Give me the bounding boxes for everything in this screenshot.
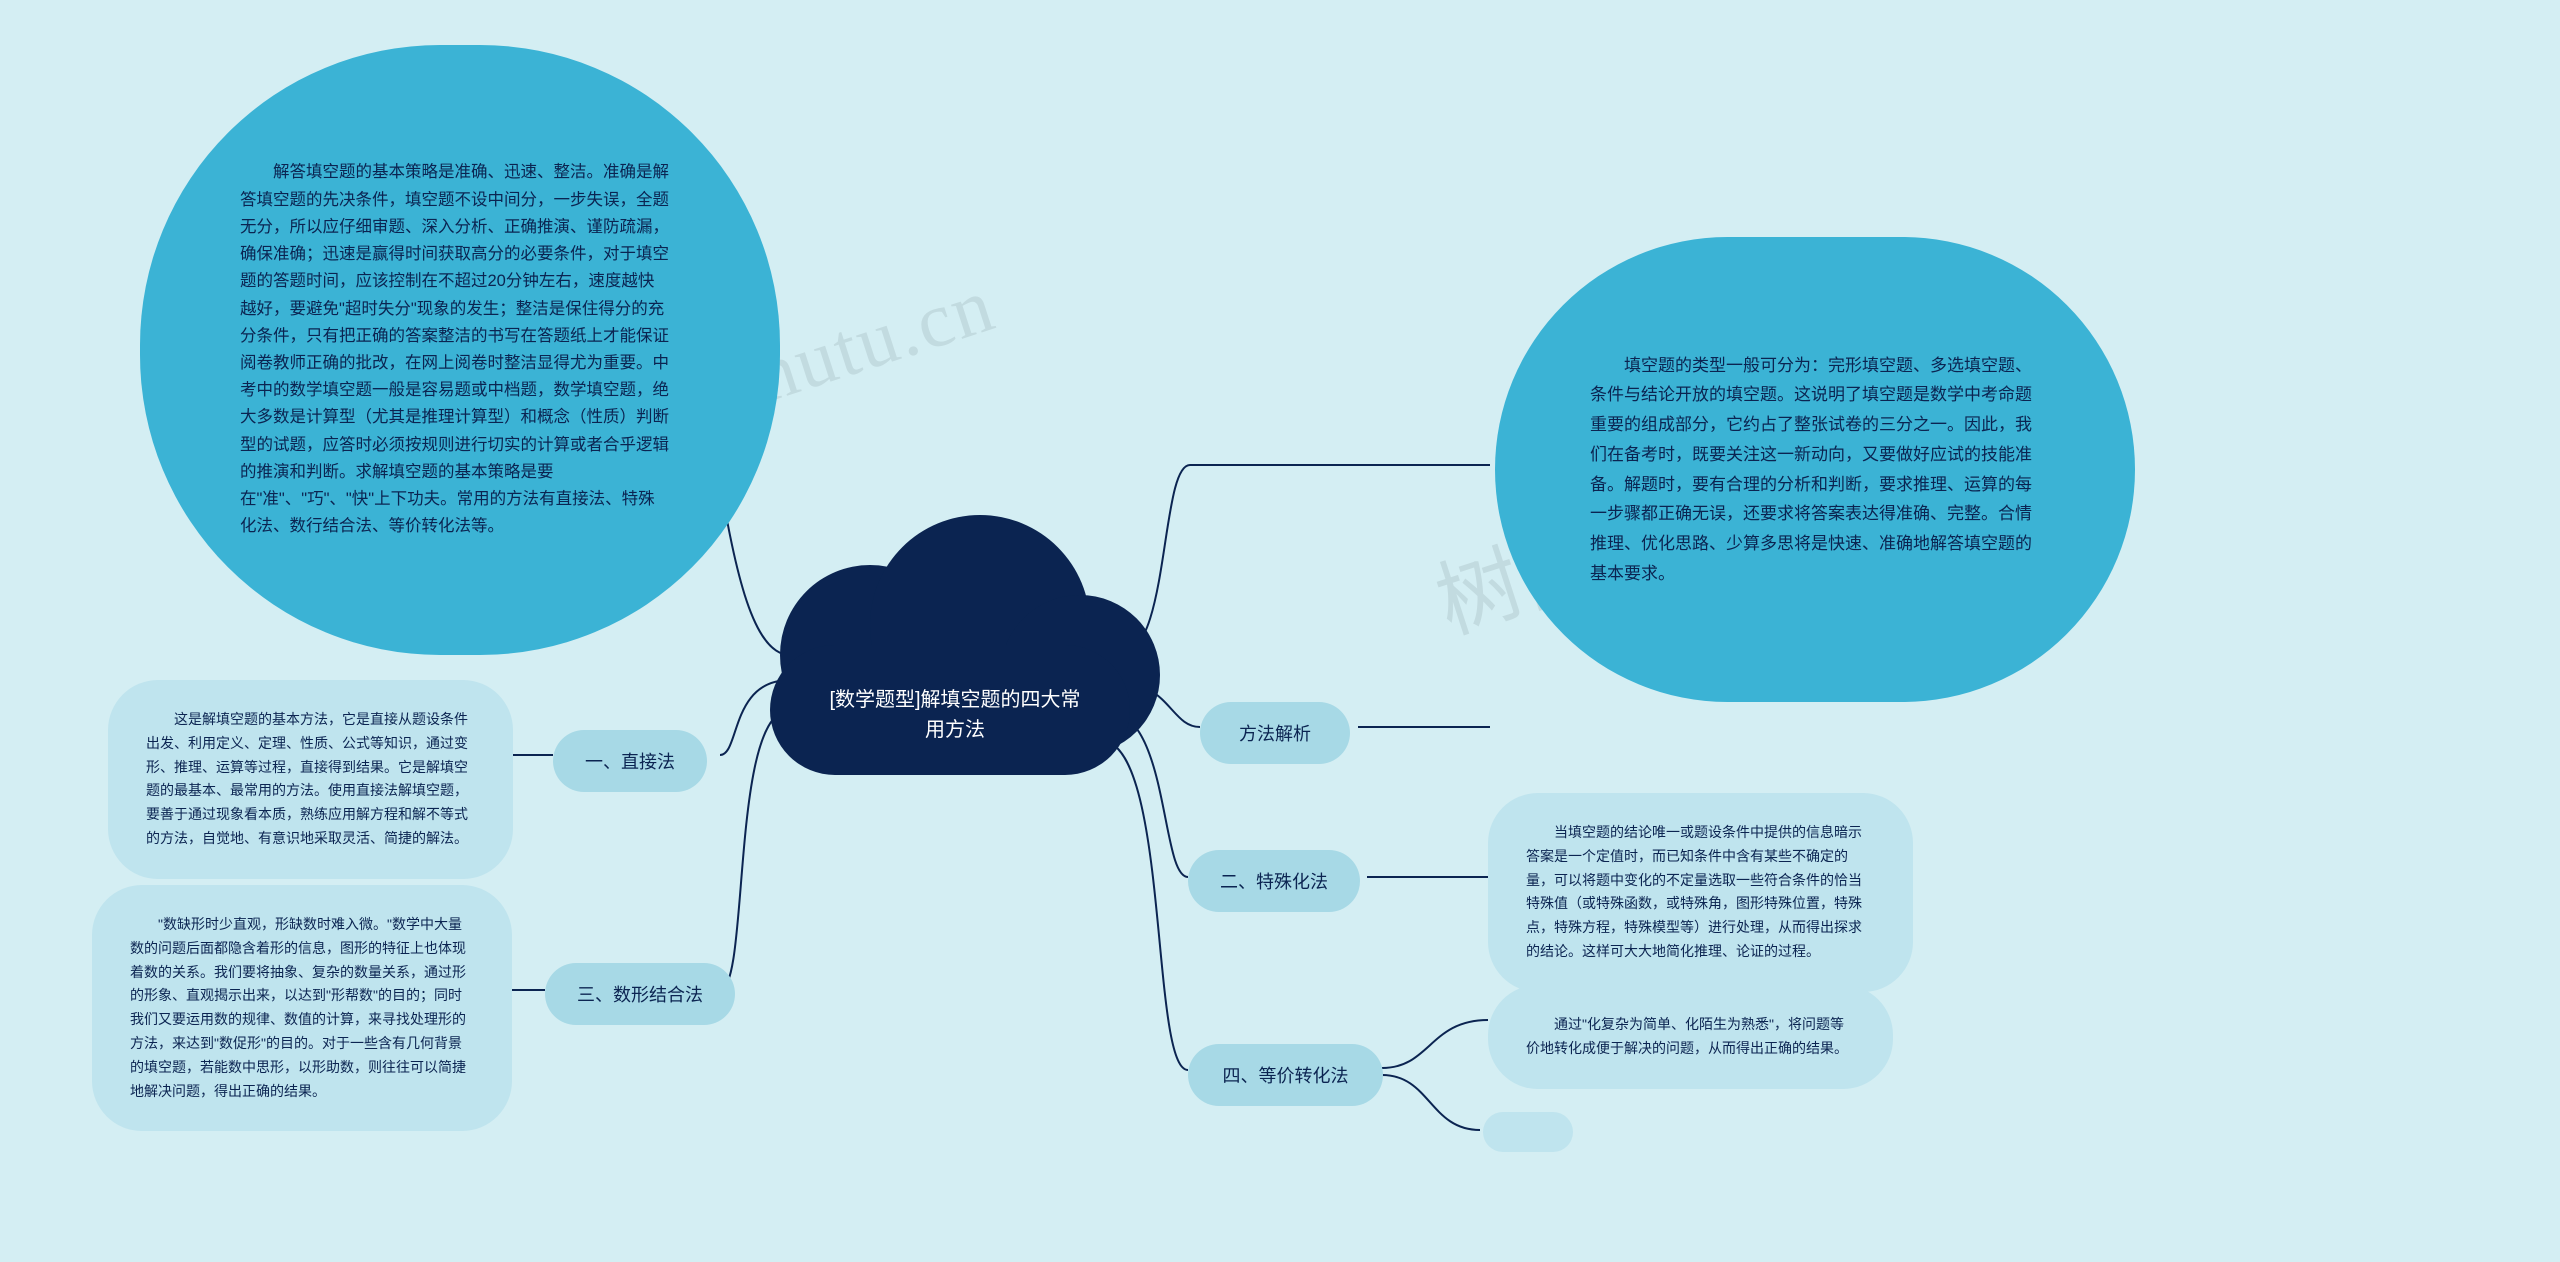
node-label: 二、特殊化法 bbox=[1220, 872, 1328, 892]
node-method-4[interactable]: 四、等价转化法 bbox=[1188, 1044, 1383, 1106]
analysis-text: 填空题的类型一般可分为：完形填空题、多选填空题、条件与结论开放的填空题。这说明了… bbox=[1590, 351, 2040, 589]
node-method-1[interactable]: 一、直接法 bbox=[553, 730, 707, 792]
detail-method-4[interactable]: 通过"化复杂为简单、化陌生为熟悉"，将问题等价地转化成便于解决的问题，从而得出正… bbox=[1488, 985, 1893, 1089]
detail-method-3[interactable]: "数缺形时少直观，形缺数时难入微。"数学中大量数的问题后面都隐含着形的信息，图形… bbox=[92, 885, 512, 1131]
node-analysis[interactable]: 方法解析 bbox=[1200, 702, 1350, 764]
center-title: [数学题型]解填空题的四大常用方法 bbox=[825, 685, 1085, 745]
empty-node[interactable] bbox=[1483, 1112, 1573, 1152]
node-label: 三、数形结合法 bbox=[577, 985, 703, 1005]
center-node[interactable]: [数学题型]解填空题的四大常用方法 bbox=[750, 515, 1150, 795]
node-label: 一、直接法 bbox=[585, 752, 675, 772]
detail-text: "数缺形时少直观，形缺数时难入微。"数学中大量数的问题后面都隐含着形的信息，图形… bbox=[130, 916, 466, 1099]
node-method-3[interactable]: 三、数形结合法 bbox=[545, 963, 735, 1025]
node-label: 方法解析 bbox=[1239, 724, 1311, 744]
intro-bubble-right[interactable]: 填空题的类型一般可分为：完形填空题、多选填空题、条件与结论开放的填空题。这说明了… bbox=[1495, 237, 2135, 702]
detail-method-2[interactable]: 当填空题的结论唯一或题设条件中提供的信息暗示答案是一个定值时，而已知条件中含有某… bbox=[1488, 793, 1913, 992]
node-method-2[interactable]: 二、特殊化法 bbox=[1188, 850, 1360, 912]
intro-bubble-left[interactable]: 解答填空题的基本策略是准确、迅速、整洁。准确是解答填空题的先决条件，填空题不设中… bbox=[140, 45, 780, 655]
intro-text: 解答填空题的基本策略是准确、迅速、整洁。准确是解答填空题的先决条件，填空题不设中… bbox=[240, 159, 670, 540]
detail-text: 当填空题的结论唯一或题设条件中提供的信息暗示答案是一个定值时，而已知条件中含有某… bbox=[1526, 824, 1862, 959]
detail-text: 通过"化复杂为简单、化陌生为熟悉"，将问题等价地转化成便于解决的问题，从而得出正… bbox=[1526, 1016, 1848, 1056]
mindmap-canvas: 树 shutu.cn 树图 shu [数学题型]解填空题的四大常用方法 解答填空… bbox=[0, 0, 2560, 1262]
detail-text: 这是解填空题的基本方法，它是直接从题设条件出发、利用定义、定理、性质、公式等知识… bbox=[146, 711, 468, 846]
node-label: 四、等价转化法 bbox=[1223, 1066, 1349, 1086]
detail-method-1[interactable]: 这是解填空题的基本方法，它是直接从题设条件出发、利用定义、定理、性质、公式等知识… bbox=[108, 680, 513, 879]
